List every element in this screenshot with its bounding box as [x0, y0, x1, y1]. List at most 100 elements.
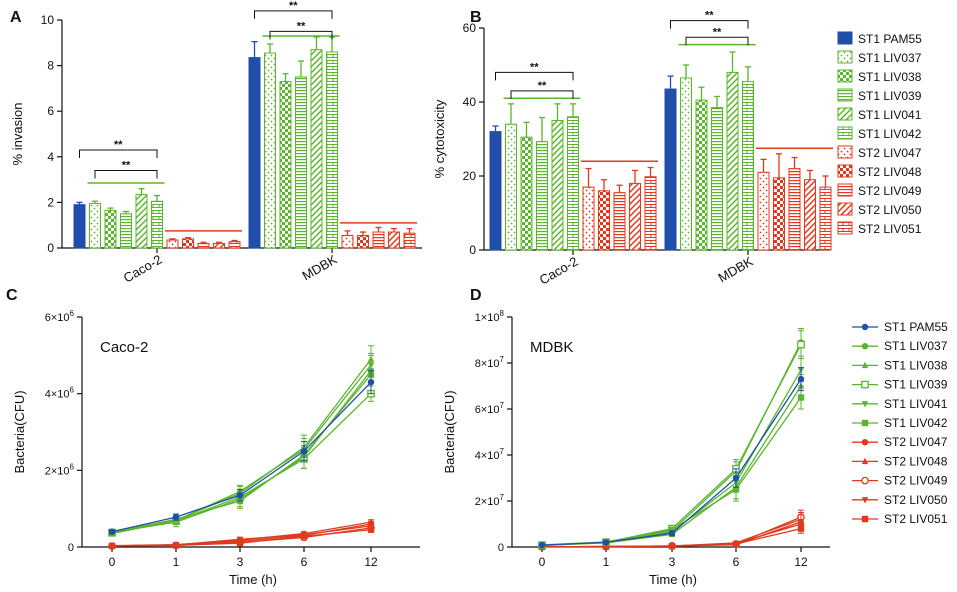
y-tick-exponent: 7 [500, 401, 505, 410]
bar [742, 81, 754, 251]
bar [551, 120, 564, 251]
significance-bracket [94, 169, 158, 179]
bar [695, 99, 708, 251]
bar-chart-A: 0 2 4 6 8 10 % invasion Caco-2 MDBK ** ** ** ** [10, 0, 422, 286]
y-tick-label: 40 [463, 95, 477, 109]
significance-label: ** [297, 20, 306, 32]
legend-label: ST1 LIV042 [884, 416, 948, 430]
bar [388, 231, 400, 249]
bar [295, 76, 307, 249]
legend-label: ST1 LIV038 [884, 358, 948, 372]
data-point [367, 378, 375, 386]
data-point [367, 526, 375, 533]
panel-label-D: D [470, 287, 482, 304]
bar [341, 234, 354, 249]
legend-label: ST2 LIV049 [884, 474, 948, 488]
y-tick-label: 6×107 [475, 401, 505, 416]
y-axis-label: Bacteria(CFU) [12, 390, 27, 473]
significance-label: ** [114, 139, 123, 151]
bar [89, 203, 101, 249]
panel-label-B: B [470, 9, 482, 26]
data-point [797, 375, 805, 383]
data-point [236, 492, 244, 499]
data-point [861, 515, 869, 523]
y-tick-base: 8×10 [475, 358, 500, 370]
significance-label: ** [289, 0, 298, 12]
significance-label: ** [530, 61, 539, 73]
x-tick-label: 3 [669, 555, 676, 569]
bar [403, 232, 416, 249]
x-tick-label: 0 [109, 555, 116, 569]
legend-label: ST1 LIV037 [858, 51, 922, 65]
y-tick-label: 1×108 [475, 309, 505, 324]
legend-swatch [837, 126, 853, 140]
y-tick-base: 6×10 [45, 312, 70, 324]
significance-label: ** [705, 10, 714, 22]
data-point [861, 497, 869, 504]
bar [757, 171, 770, 251]
significance-bracket [495, 71, 574, 81]
x-axis-label: Time (h) [229, 572, 277, 587]
legend-label: ST2 LIV047 [884, 435, 948, 449]
bar [644, 176, 657, 251]
y-tick-base: 0 [68, 542, 74, 554]
legend-swatch [837, 88, 853, 102]
legend-label: ST2 LIV048 [884, 454, 948, 468]
data-point [797, 340, 805, 349]
y-tick-label: 4×106 [45, 386, 75, 401]
bar [505, 123, 517, 251]
y-tick-exponent: 6 [70, 309, 75, 318]
legend-label: ST1 LIV039 [858, 89, 922, 103]
chart-title: Caco-2 [100, 339, 148, 356]
y-tick-label: 4 [47, 150, 54, 164]
data-point [732, 486, 740, 493]
y-tick-base: 4×10 [45, 389, 70, 401]
data-point [797, 525, 805, 532]
x-tick-label: 12 [794, 555, 808, 569]
legend-swatch [837, 107, 853, 121]
legend-swatch [837, 31, 853, 45]
legend-label: ST2 LIV050 [858, 203, 922, 217]
data-point [861, 323, 869, 331]
y-tick-base: 2×10 [475, 496, 500, 508]
bar-chart-B: 0 20 40 60 % cytotoxicity Caco-2 MDBK ** ** ** ** [432, 10, 833, 288]
data-point [861, 401, 869, 408]
data-point [797, 519, 805, 526]
x-tick-label: Caco-2 [121, 252, 165, 286]
bar [536, 141, 548, 251]
legend-label: ST2 LIV047 [858, 146, 922, 160]
y-tick-label: 0 [68, 542, 74, 554]
x-tick-label: 6 [301, 555, 308, 569]
panel-label-C: C [6, 287, 18, 304]
bar [310, 49, 323, 249]
x-tick-label: 0 [539, 555, 546, 569]
bar [664, 88, 677, 251]
y-tick-label: 0 [469, 243, 476, 257]
legend-label: ST1 PAM55 [858, 32, 922, 46]
bar [264, 52, 276, 249]
line-legend: ST1 PAM55 ST1 LIV037 ST1 LIV038 ST1 LIV039 S… [852, 320, 948, 526]
y-tick-exponent: 7 [500, 355, 505, 364]
bar [357, 234, 369, 249]
significance-label: ** [122, 159, 131, 171]
y-tick-base: 0 [498, 542, 504, 554]
chart-title: MDBK [530, 339, 573, 356]
bar [104, 209, 117, 249]
significance-bracket [254, 10, 333, 19]
legend-label: ST1 PAM55 [884, 320, 948, 334]
y-axis-label: % invasion [10, 103, 25, 166]
data-point [300, 447, 308, 455]
significance-bracket [510, 90, 574, 99]
data-point [172, 513, 180, 521]
x-tick-label: 6 [733, 555, 740, 569]
bar [213, 242, 225, 249]
y-tick-label: 0 [498, 542, 504, 554]
data-point [108, 528, 116, 535]
legend-label: ST2 LIV050 [884, 493, 948, 507]
y-tick-label: 60 [463, 21, 477, 35]
legend-label: ST2 LIV051 [858, 222, 922, 236]
bar [788, 168, 801, 251]
y-axis-label: Bacteria(CFU) [442, 390, 457, 473]
legend-swatch [837, 50, 853, 64]
